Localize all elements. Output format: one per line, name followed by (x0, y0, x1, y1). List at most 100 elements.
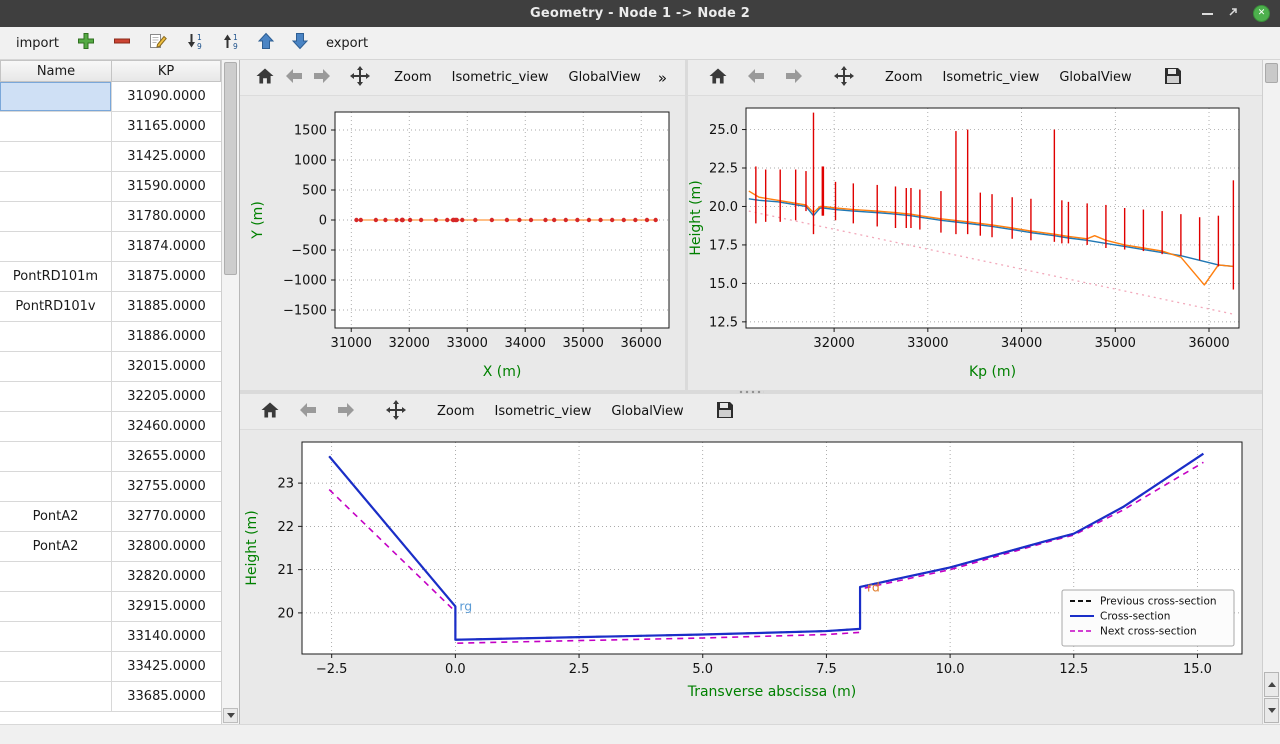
add-row-button[interactable] (71, 28, 101, 58)
cell-name[interactable]: PontA2 (0, 502, 112, 531)
table-scrollbar-thumb[interactable] (224, 62, 237, 275)
back-button[interactable] (290, 397, 326, 427)
table-row[interactable]: 33685.0000 (0, 682, 222, 712)
cell-name[interactable] (0, 622, 112, 651)
table-header-kp[interactable]: KP (112, 60, 222, 82)
cell-kp[interactable]: 33425.0000 (127, 659, 206, 674)
cell-name[interactable] (0, 442, 112, 471)
plot-cross-section[interactable]: −2.5 0.0 2.5 5.0 7.5 10.0 12.5 15.0 20 21 22 23 Tran… (240, 430, 1262, 710)
table-row[interactable]: 32655.0000 (0, 442, 222, 472)
home-button[interactable] (700, 63, 736, 93)
global-view-button[interactable]: GlobalView (560, 65, 650, 90)
plot-xy[interactable]: 31000 32000 33000 34000 35000 36000 −1500 −1000… (240, 96, 685, 390)
cell-kp[interactable]: 31425.0000 (127, 149, 206, 164)
table-row[interactable]: 32915.0000 (0, 592, 222, 622)
main-scrollbar-thumb[interactable] (1265, 63, 1278, 83)
table-row[interactable]: 33140.0000 (0, 622, 222, 652)
horizontal-splitter[interactable] (240, 390, 1262, 394)
table-row[interactable]: 31886.0000 (0, 322, 222, 352)
cell-kp[interactable]: 33685.0000 (127, 689, 206, 704)
table-header-name[interactable]: Name (0, 60, 112, 82)
move-up-button[interactable] (252, 28, 280, 58)
table-row[interactable]: PontA2 32800.0000 (0, 532, 222, 562)
export-button[interactable]: export (320, 32, 374, 55)
cell-kp[interactable]: 31886.0000 (127, 329, 206, 344)
cell-name[interactable] (0, 112, 112, 141)
table-scroll-down-button[interactable] (223, 708, 238, 723)
table-scrollbar[interactable] (222, 60, 239, 724)
zoom-button[interactable]: Zoom (428, 399, 483, 424)
toolbar-overflow-button[interactable]: » (652, 67, 673, 89)
home-button[interactable] (252, 397, 288, 427)
cell-kp[interactable]: 32915.0000 (127, 599, 206, 614)
move-down-button[interactable] (286, 28, 314, 58)
cell-name[interactable] (0, 682, 112, 711)
table-row[interactable]: 32205.0000 (0, 382, 222, 412)
table-row[interactable]: 31165.0000 (0, 112, 222, 142)
save-button[interactable] (1155, 63, 1191, 93)
cell-name[interactable]: PontRD101m (0, 262, 112, 291)
window-titlebar[interactable]: Geometry - Node 1 -> Node 2 (0, 0, 1280, 27)
global-view-button[interactable]: GlobalView (1050, 65, 1140, 90)
table-row[interactable]: PontRD101v 31885.0000 (0, 292, 222, 322)
global-view-button[interactable]: GlobalView (602, 399, 692, 424)
table-row[interactable]: 31090.0000 (0, 82, 222, 112)
cell-name[interactable] (0, 382, 112, 411)
cell-kp[interactable]: 31875.0000 (127, 269, 206, 284)
cell-kp[interactable]: 31885.0000 (127, 299, 206, 314)
edit-button[interactable] (143, 28, 174, 58)
plot-profile[interactable]: 32000 33000 34000 35000 36000 12.5 15.0 17.5 20.… (688, 96, 1259, 390)
isometric-view-button[interactable]: Isometric_view (485, 399, 600, 424)
cell-name[interactable] (0, 232, 112, 261)
remove-row-button[interactable] (107, 28, 137, 58)
zoom-button[interactable]: Zoom (876, 65, 931, 90)
cell-name[interactable]: PontRD101v (0, 292, 112, 321)
forward-button[interactable] (328, 397, 364, 427)
cell-name[interactable] (0, 82, 112, 111)
cell-kp[interactable]: 32820.0000 (127, 569, 206, 584)
scroll-down-button[interactable] (1264, 698, 1279, 723)
cell-kp[interactable]: 32655.0000 (127, 449, 206, 464)
table-row[interactable]: PontA2 32770.0000 (0, 502, 222, 532)
cell-name[interactable] (0, 652, 112, 681)
table-row[interactable]: 32820.0000 (0, 562, 222, 592)
isometric-view-button[interactable]: Isometric_view (443, 65, 558, 90)
back-button[interactable] (281, 63, 308, 93)
pan-button[interactable] (378, 397, 414, 427)
cell-kp[interactable]: 32460.0000 (127, 419, 206, 434)
cell-kp[interactable]: 31874.0000 (127, 239, 206, 254)
cell-kp[interactable]: 32205.0000 (127, 389, 206, 404)
table-row[interactable]: 32015.0000 (0, 352, 222, 382)
cell-name[interactable] (0, 472, 112, 501)
table-row[interactable]: 33425.0000 (0, 652, 222, 682)
cell-name[interactable] (0, 592, 112, 621)
table-row[interactable]: PontRD101m 31875.0000 (0, 262, 222, 292)
maximize-icon[interactable] (1227, 6, 1239, 22)
main-scrollbar[interactable] (1262, 60, 1280, 724)
cell-name[interactable] (0, 142, 112, 171)
cell-kp[interactable]: 32015.0000 (127, 359, 206, 374)
zoom-button[interactable]: Zoom (385, 65, 440, 90)
cell-kp[interactable]: 32800.0000 (127, 539, 206, 554)
cell-kp[interactable]: 33140.0000 (127, 629, 206, 644)
cell-kp[interactable]: 31090.0000 (127, 89, 206, 104)
scroll-up-button[interactable] (1264, 672, 1279, 697)
close-icon[interactable] (1253, 5, 1270, 22)
isometric-view-button[interactable]: Isometric_view (933, 65, 1048, 90)
pan-button[interactable] (826, 63, 862, 93)
cell-name[interactable]: PontA2 (0, 532, 112, 561)
cell-name[interactable] (0, 172, 112, 201)
cell-name[interactable] (0, 202, 112, 231)
import-button[interactable]: import (10, 32, 65, 55)
table-row[interactable]: 31780.0000 (0, 202, 222, 232)
table-row[interactable]: 31874.0000 (0, 232, 222, 262)
table-row[interactable]: 32460.0000 (0, 412, 222, 442)
table-row[interactable]: 31425.0000 (0, 142, 222, 172)
cell-kp[interactable]: 31780.0000 (127, 209, 206, 224)
cell-name[interactable] (0, 322, 112, 351)
cell-kp[interactable]: 31590.0000 (127, 179, 206, 194)
forward-button[interactable] (309, 63, 336, 93)
save-button[interactable] (707, 397, 743, 427)
